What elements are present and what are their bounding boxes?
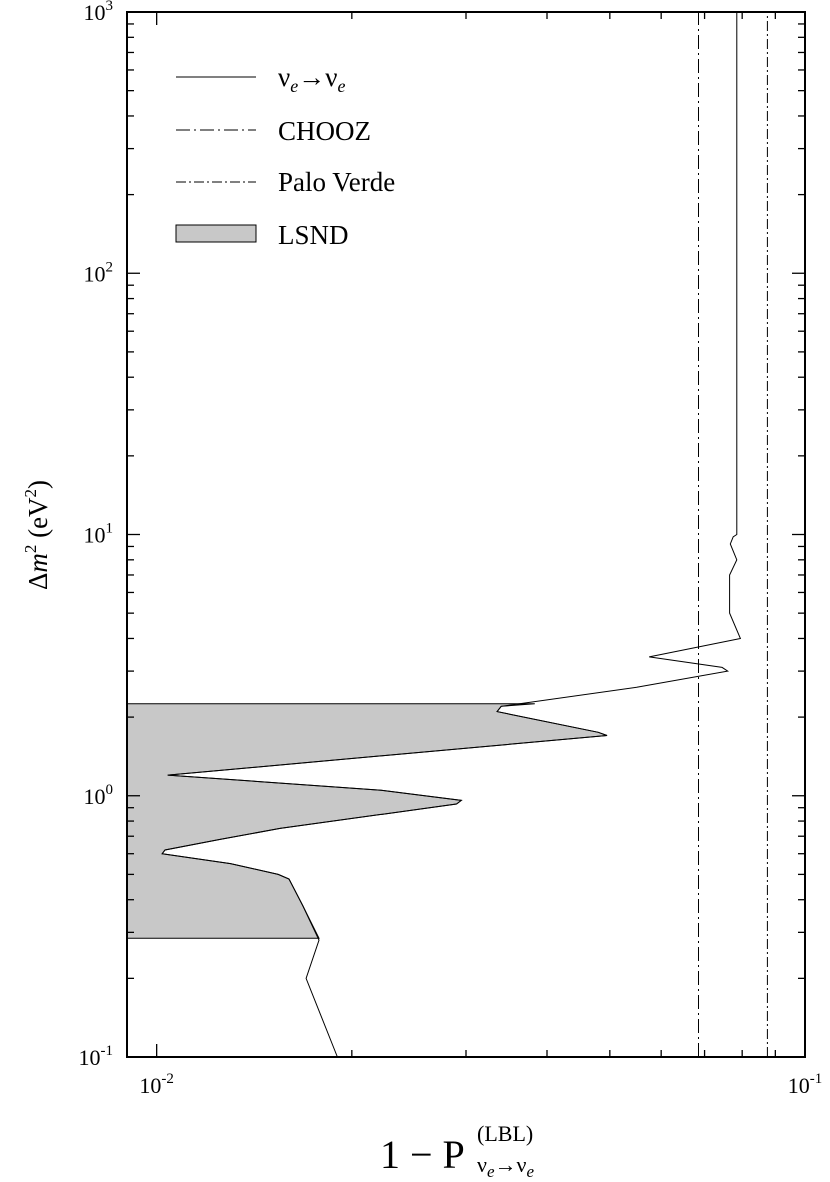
svg-text:νe→νe: νe→νe (477, 1152, 534, 1181)
x-axis-label: 1 − P (LBL) νe→νe (380, 1121, 534, 1181)
legend-label-nue: νe→νe (278, 62, 345, 96)
y-tick-label: 102 (84, 259, 114, 286)
y-tick-exp: -1 (101, 1043, 114, 1059)
y-tick-label: 100 (84, 782, 114, 809)
lsnd-region-layer (126, 703, 608, 939)
y-tick-base: 10 (84, 784, 106, 809)
svg-text:(LBL): (LBL) (477, 1121, 533, 1146)
legend-label-chooz: CHOOZ (278, 116, 371, 146)
series-layer (161, 12, 768, 1058)
y-tick-exp: 3 (106, 0, 114, 14)
y-axis-label: Δm2 (eV2) (21, 480, 53, 590)
y-tick-exp: 1 (106, 521, 114, 537)
y-tick-base: 10 (84, 261, 106, 286)
x-tick-base: 10 (788, 1073, 810, 1098)
y-tick-label: 103 (84, 0, 114, 25)
legend-label-lsnd: LSND (278, 220, 349, 250)
x-tick-exp: -1 (810, 1071, 823, 1087)
x-tick-base: 10 (139, 1073, 161, 1098)
y-tick-exp: 2 (106, 259, 114, 275)
legend-label-paloverde: Palo Verde (278, 167, 395, 197)
y-tick-base: 10 (79, 1045, 101, 1070)
x-tick-label: 10-2 (139, 1071, 174, 1098)
x-tick-exp: -2 (161, 1071, 174, 1087)
x-tick-label: 10-1 (788, 1071, 823, 1098)
y-tick-base: 10 (84, 0, 106, 25)
y-tick-label: 10-1 (79, 1043, 114, 1070)
legend: νe→νe CHOOZ Palo Verde LSND (175, 62, 395, 250)
svg-text:1 − P: 1 − P (380, 1132, 465, 1177)
lsnd-region (126, 703, 608, 939)
tick-layer (126, 11, 806, 1058)
nue-line (161, 12, 742, 1058)
y-tick-base: 10 (84, 523, 106, 548)
y-tick-exp: 0 (106, 782, 114, 798)
y-tick-label: 101 (84, 521, 114, 548)
legend-swatch-lsnd (175, 224, 257, 243)
